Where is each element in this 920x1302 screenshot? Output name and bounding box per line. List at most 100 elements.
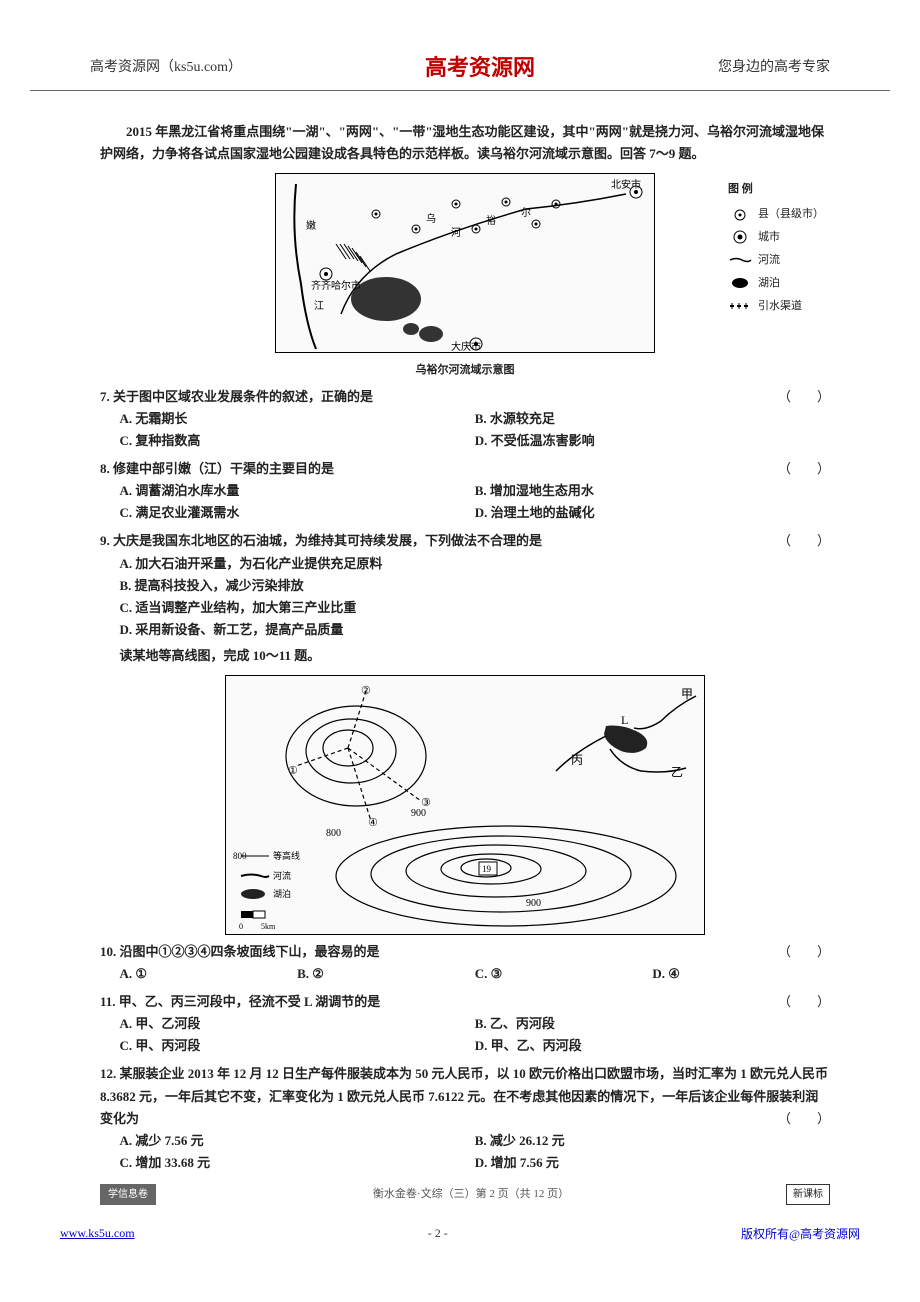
legend-row-river: 河流 (728, 250, 824, 271)
footer-center-text: 衡水金卷·文综（三）第 2 页（共 12 页） (156, 1185, 786, 1204)
q11-opt-a: A. 甲、乙河段 (120, 1013, 475, 1035)
q10-opt-c: C. ③ (475, 963, 653, 985)
svg-text:北安市: 北安市 (611, 178, 641, 191)
legend-row-canal: 引水渠道 (728, 296, 824, 317)
header-center: 高考资源网 (425, 50, 535, 82)
q7-options: A. 无霜期长 B. 水源较充足 C. 复种指数高 D. 不受低温冻害影响 (100, 408, 830, 452)
q10-opt-a: A. ① (120, 963, 298, 985)
q9-opt-c: C. 适当调整产业结构，加大第三产业比重 (120, 597, 831, 619)
q8-opt-b: B. 增加湿地生态用水 (475, 480, 830, 502)
legend-label: 河流 (758, 250, 780, 271)
svg-text:乙: 乙 (671, 765, 683, 779)
svg-text:②: ② (361, 685, 371, 697)
q11-opt-d: D. 甲、乙、丙河段 (475, 1035, 830, 1057)
answer-bracket: （ ） (778, 941, 830, 963)
q8-opt-c: C. 满足农业灌溉需水 (120, 502, 475, 524)
svg-text:①: ① (288, 765, 298, 777)
q7-opt-c: C. 复种指数高 (120, 430, 475, 452)
q8-stem: 8. 修建中部引嫩（江）干渠的主要目的是 (100, 461, 334, 476)
svg-text:齐齐哈尔市: 齐齐哈尔市 (311, 279, 361, 292)
footer-copyright: 版权所有@高考资源网 (741, 1225, 860, 1242)
legend-label: 湖泊 (758, 273, 780, 294)
header-left: 高考资源网（ks5u.com） (90, 56, 242, 76)
svg-text:L: L (621, 713, 628, 727)
svg-text:900: 900 (411, 808, 426, 819)
legend-label: 引水渠道 (758, 296, 802, 317)
q8-opt-a: A. 调蓄湖泊水库水量 (120, 480, 475, 502)
svg-text:900: 900 (526, 898, 541, 909)
question-12: 12. 某服装企业 2013 年 12 月 12 日生产每件服装成本为 50 元… (100, 1063, 830, 1129)
svg-text:④: ④ (368, 817, 378, 829)
svg-text:等高线: 等高线 (273, 850, 300, 861)
q9-opt-a: A. 加大石油开采量，为石化产业提供充足原料 (120, 553, 831, 575)
intro-paragraph: 2015 年黑龙江省将重点围绕"一湖"、"两网"、"一带"湿地生态功能区建设，其… (100, 121, 830, 165)
q7-stem: 7. 关于图中区域农业发展条件的叙述，正确的是 (100, 389, 373, 404)
svg-text:800: 800 (233, 851, 247, 861)
q7-opt-b: B. 水源较充足 (475, 408, 830, 430)
svg-text:河流: 河流 (273, 870, 291, 881)
answer-bracket: （ ） (778, 991, 830, 1013)
q9-stem: 9. 大庆是我国东北地区的石油城，为维持其可持续发展，下列做法不合理的是 (100, 533, 542, 548)
svg-text:丙: 丙 (571, 753, 583, 767)
q12-opt-c: C. 增加 33.68 元 (120, 1152, 475, 1174)
svg-text:嫩: 嫩 (306, 219, 316, 232)
question-7: 7. 关于图中区域农业发展条件的叙述，正确的是 （ ） (100, 386, 830, 408)
inner-footer-bar: 学信息卷 衡水金卷·文综（三）第 2 页（共 12 页） 新课标 (100, 1184, 830, 1205)
lake-symbol (728, 276, 752, 290)
footer-pagenum: - 2 - (428, 1226, 448, 1241)
legend-label: 城市 (758, 227, 780, 248)
q11-stem: 11. 甲、乙、丙三河段中，径流不受 L 湖调节的是 (100, 994, 380, 1009)
answer-bracket: （ ） (778, 458, 830, 480)
river-symbol (728, 253, 752, 267)
footer-url: www.ks5u.com (60, 1226, 135, 1241)
canal-symbol (728, 299, 752, 313)
city-symbol (728, 230, 752, 244)
header-right: 您身边的高考专家 (718, 56, 830, 76)
svg-text:800: 800 (326, 828, 341, 839)
q7-opt-d: D. 不受低温冻害影响 (475, 430, 830, 452)
svg-text:19: 19 (482, 864, 492, 874)
page-footer: www.ks5u.com - 2 - 版权所有@高考资源网 (60, 1225, 860, 1242)
q8-options: A. 调蓄湖泊水库水量 B. 增加湿地生态用水 C. 满足农业灌溉需水 D. 治… (100, 480, 830, 524)
legend-title: 图 例 (728, 179, 824, 200)
q10-opt-d: D. ④ (652, 963, 830, 985)
q10-stem: 10. 沿图中①②③④四条坡面线下山，最容易的是 (100, 944, 380, 959)
q9-options: A. 加大石油开采量，为石化产业提供充足原料 B. 提高科技投入，减少污染排放 … (100, 553, 830, 641)
svg-text:江: 江 (314, 300, 324, 312)
svg-text:湖泊: 湖泊 (273, 889, 291, 899)
question-9: 9. 大庆是我国东北地区的石油城，为维持其可持续发展，下列做法不合理的是 （ ） (100, 530, 830, 552)
answer-bracket: （ ） (778, 530, 830, 552)
q12-opt-b: B. 减少 26.12 元 (475, 1130, 830, 1152)
q10-opt-b: B. ② (297, 963, 475, 985)
map-svg: 北安市 齐齐哈尔市 大庆市 嫩 江 乌 裕 尔 河 (276, 174, 656, 354)
q11-options: A. 甲、乙河段 B. 乙、丙河段 C. 甲、丙河段 D. 甲、乙、丙河段 (100, 1013, 830, 1057)
svg-text:甲: 甲 (681, 687, 693, 701)
map-legend: 图 例 县（县级市） 城市 河流 湖泊 (728, 179, 824, 318)
answer-bracket: （ ） (778, 386, 830, 408)
q12-opt-d: D. 增加 7.56 元 (475, 1152, 830, 1174)
q10-options: A. ① B. ② C. ③ D. ④ (100, 963, 830, 985)
question-8: 8. 修建中部引嫩（江）干渠的主要目的是 （ ） (100, 458, 830, 480)
q12-options: A. 减少 7.56 元 B. 减少 26.12 元 C. 增加 33.68 元… (100, 1130, 830, 1174)
legend-row-county: 县（县级市） (728, 204, 824, 225)
content-area: 2015 年黑龙江省将重点围绕"一湖"、"两网"、"一带"湿地生态功能区建设，其… (0, 91, 920, 1225)
q9-opt-b: B. 提高科技投入，减少污染排放 (120, 575, 831, 597)
svg-text:大庆市: 大庆市 (451, 340, 481, 353)
svg-text:尔: 尔 (521, 206, 531, 219)
q11-opt-b: B. 乙、丙河段 (475, 1013, 830, 1035)
river-basin-map: 北安市 齐齐哈尔市 大庆市 嫩 江 乌 裕 尔 河 图 例 县（县级市） 城市 (275, 173, 655, 353)
answer-bracket: （ ） (778, 1108, 830, 1130)
county-symbol (728, 208, 752, 222)
question-10: 10. 沿图中①②③④四条坡面线下山，最容易的是 （ ） (100, 941, 830, 963)
svg-text:5km: 5km (261, 922, 276, 931)
q9-opt-d: D. 采用新设备、新工艺，提高产品质量 (120, 619, 831, 641)
contour-map: ① ② ③ ④ 甲 乙 丙 L 800 900 900 19 800 等高线 河… (225, 675, 705, 935)
intro-2: 读某地等高线图，完成 10～11 题。 (100, 645, 830, 667)
q7-opt-a: A. 无霜期长 (120, 408, 475, 430)
legend-row-lake: 湖泊 (728, 273, 824, 294)
page-header: 高考资源网（ks5u.com） 高考资源网 您身边的高考专家 (30, 0, 890, 91)
q12-opt-a: A. 减少 7.56 元 (120, 1130, 475, 1152)
q8-opt-d: D. 治理土地的盐碱化 (475, 502, 830, 524)
map-caption: 乌裕尔河流域示意图 (185, 361, 745, 380)
legend-label: 县（县级市） (758, 204, 824, 225)
